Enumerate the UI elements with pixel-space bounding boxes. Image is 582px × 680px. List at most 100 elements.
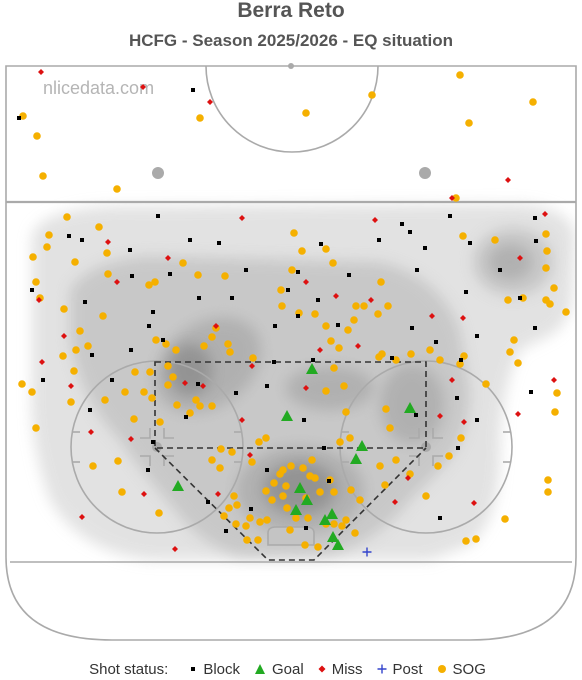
miss-shot-point — [114, 279, 120, 285]
block-shot-point — [327, 479, 331, 483]
miss-shot-point — [38, 69, 44, 75]
block-shot-point — [151, 440, 155, 444]
block-shot-point — [423, 246, 427, 250]
miss-shot-point — [105, 239, 111, 245]
block-shot-point — [130, 274, 134, 278]
goal-shot-point — [326, 508, 338, 519]
miss-shot-point — [542, 211, 548, 217]
sog-shot-point — [445, 452, 453, 460]
goal-shot-point — [327, 531, 339, 542]
sog-shot-point — [462, 537, 470, 545]
legend-item-sog[interactable]: SOG — [437, 661, 486, 678]
sog-shot-point — [550, 284, 558, 292]
sog-shot-point — [386, 424, 394, 432]
miss-shot-point — [200, 383, 206, 389]
sog-shot-point — [130, 415, 138, 423]
sog-shot-point — [19, 112, 27, 120]
legend-item-goal[interactable]: Goal — [254, 661, 304, 678]
miss-shot-point — [372, 217, 378, 223]
sog-shot-point — [338, 522, 346, 530]
sog-shot-point — [208, 456, 216, 464]
sog-shot-point — [262, 487, 270, 495]
miss-shot-point — [437, 413, 443, 419]
sog-shot-point — [330, 520, 338, 528]
sog-shot-point — [322, 322, 330, 330]
sog-shot-point — [196, 114, 204, 122]
sog-shot-point — [164, 362, 172, 370]
block-shot-point — [347, 273, 351, 277]
sog-shot-point — [29, 253, 37, 261]
miss-shot-point — [317, 347, 323, 353]
sog-shot-point — [248, 458, 256, 466]
goal-marker-icon — [255, 664, 266, 674]
block-shot-point — [17, 116, 21, 120]
sog-shot-point — [232, 520, 240, 528]
block-shot-point — [475, 334, 479, 338]
sog-shot-point — [392, 356, 400, 364]
legend-item-block[interactable]: Block — [189, 661, 240, 678]
sog-shot-point — [329, 259, 337, 267]
sog-shot-point — [342, 408, 350, 416]
sog-shot-point — [436, 356, 444, 364]
block-shot-point — [415, 268, 419, 272]
sog-shot-point — [544, 476, 552, 484]
legend-item-post[interactable]: Post — [377, 661, 423, 678]
sog-shot-point — [95, 223, 103, 231]
sog-shot-point — [304, 514, 312, 522]
sog-shot-point — [146, 368, 154, 376]
block-shot-point — [67, 234, 71, 238]
sog-shot-point — [45, 231, 53, 239]
sog-shot-point — [283, 504, 291, 512]
sog-shot-point — [76, 327, 84, 335]
sog-shot-point — [543, 247, 551, 255]
block-shot-point — [438, 516, 442, 520]
block-shot-point — [129, 348, 133, 352]
sog-shot-point — [551, 408, 559, 416]
sog-shot-point — [301, 541, 309, 549]
sog-shot-point — [330, 364, 338, 372]
sog-shot-point — [162, 340, 170, 348]
block-shot-point — [316, 298, 320, 302]
block-shot-point — [319, 242, 323, 246]
miss-shot-point — [88, 429, 94, 435]
miss-shot-point — [239, 215, 245, 221]
block-shot-point — [455, 396, 459, 400]
watermark: nlicedata.com — [43, 78, 154, 98]
miss-shot-point — [249, 363, 255, 369]
sog-shot-point — [148, 394, 156, 402]
sog-shot-point — [302, 109, 310, 117]
sog-shot-point — [504, 296, 512, 304]
sog-shot-point — [155, 509, 163, 517]
miss-shot-point — [368, 297, 374, 303]
sog-shot-point — [63, 213, 71, 221]
legend-item-miss[interactable]: Miss — [318, 661, 363, 678]
goal-shot-point — [319, 514, 331, 525]
sog-shot-point — [542, 264, 550, 272]
block-shot-point — [302, 418, 306, 422]
sog-shot-point — [562, 308, 570, 316]
goal-shot-point — [301, 494, 313, 505]
block-shot-point — [41, 378, 45, 382]
block-shot-point — [456, 446, 460, 450]
sog-shot-point — [131, 368, 139, 376]
sog-shot-point — [217, 445, 225, 453]
sog-shot-point — [32, 424, 40, 432]
sog-shot-point — [18, 380, 26, 388]
block-shot-point — [377, 238, 381, 242]
miss-shot-point — [140, 84, 146, 90]
block-shot-point — [88, 408, 92, 412]
sog-shot-point — [279, 466, 287, 474]
sog-shot-point — [113, 185, 121, 193]
sog-shot-point — [351, 529, 359, 537]
miss-shot-point — [239, 417, 245, 423]
miss-shot-point — [460, 315, 466, 321]
sog-shot-point — [288, 266, 296, 274]
block-shot-point — [128, 248, 132, 252]
block-shot-point — [468, 241, 472, 245]
sog-shot-point — [553, 389, 561, 397]
block-shot-point — [400, 222, 404, 226]
sog-shot-point — [299, 464, 307, 472]
sog-shot-point — [194, 271, 202, 279]
block-shot-point — [296, 270, 300, 274]
